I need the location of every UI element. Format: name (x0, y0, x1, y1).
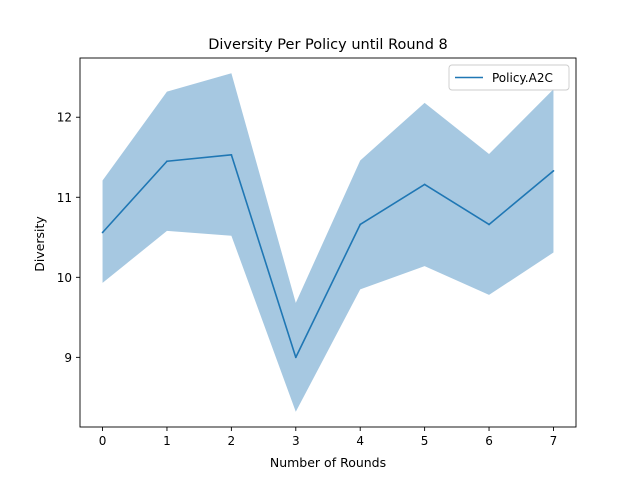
x-tick-label: 1 (163, 434, 171, 448)
confidence-band (102, 73, 554, 412)
legend: Policy.A2C (448, 64, 570, 91)
plot-area (101, 73, 555, 412)
x-tick-label: 0 (99, 434, 107, 448)
data-point (230, 153, 233, 156)
legend-box (448, 64, 570, 91)
data-point (359, 223, 362, 226)
x-tick-label: 7 (550, 434, 558, 448)
legend-label: Policy.A2C (492, 71, 553, 85)
x-tick-label: 4 (356, 434, 364, 448)
x-tick-label: 2 (228, 434, 236, 448)
data-point (294, 356, 297, 359)
x-axis-label: Number of Rounds (270, 455, 386, 470)
axes-frame (79, 57, 577, 428)
x-tick-label: 3 (292, 434, 300, 448)
y-tick-label: 11 (57, 191, 72, 205)
y-tick-label: 10 (57, 271, 72, 285)
data-point (488, 223, 490, 226)
data-point (552, 169, 555, 172)
chart-title: Diversity Per Policy until Round 8 (208, 37, 448, 53)
data-point (166, 160, 168, 163)
y-tick-label: 12 (57, 111, 72, 125)
data-point (423, 183, 426, 186)
y-tick-label: 9 (64, 351, 72, 365)
y-axis-label: Diversity (32, 216, 47, 272)
series-line (101, 154, 554, 359)
data-point (101, 231, 104, 234)
x-tick-label: 5 (421, 434, 429, 448)
x-tick-label: 6 (485, 434, 493, 448)
